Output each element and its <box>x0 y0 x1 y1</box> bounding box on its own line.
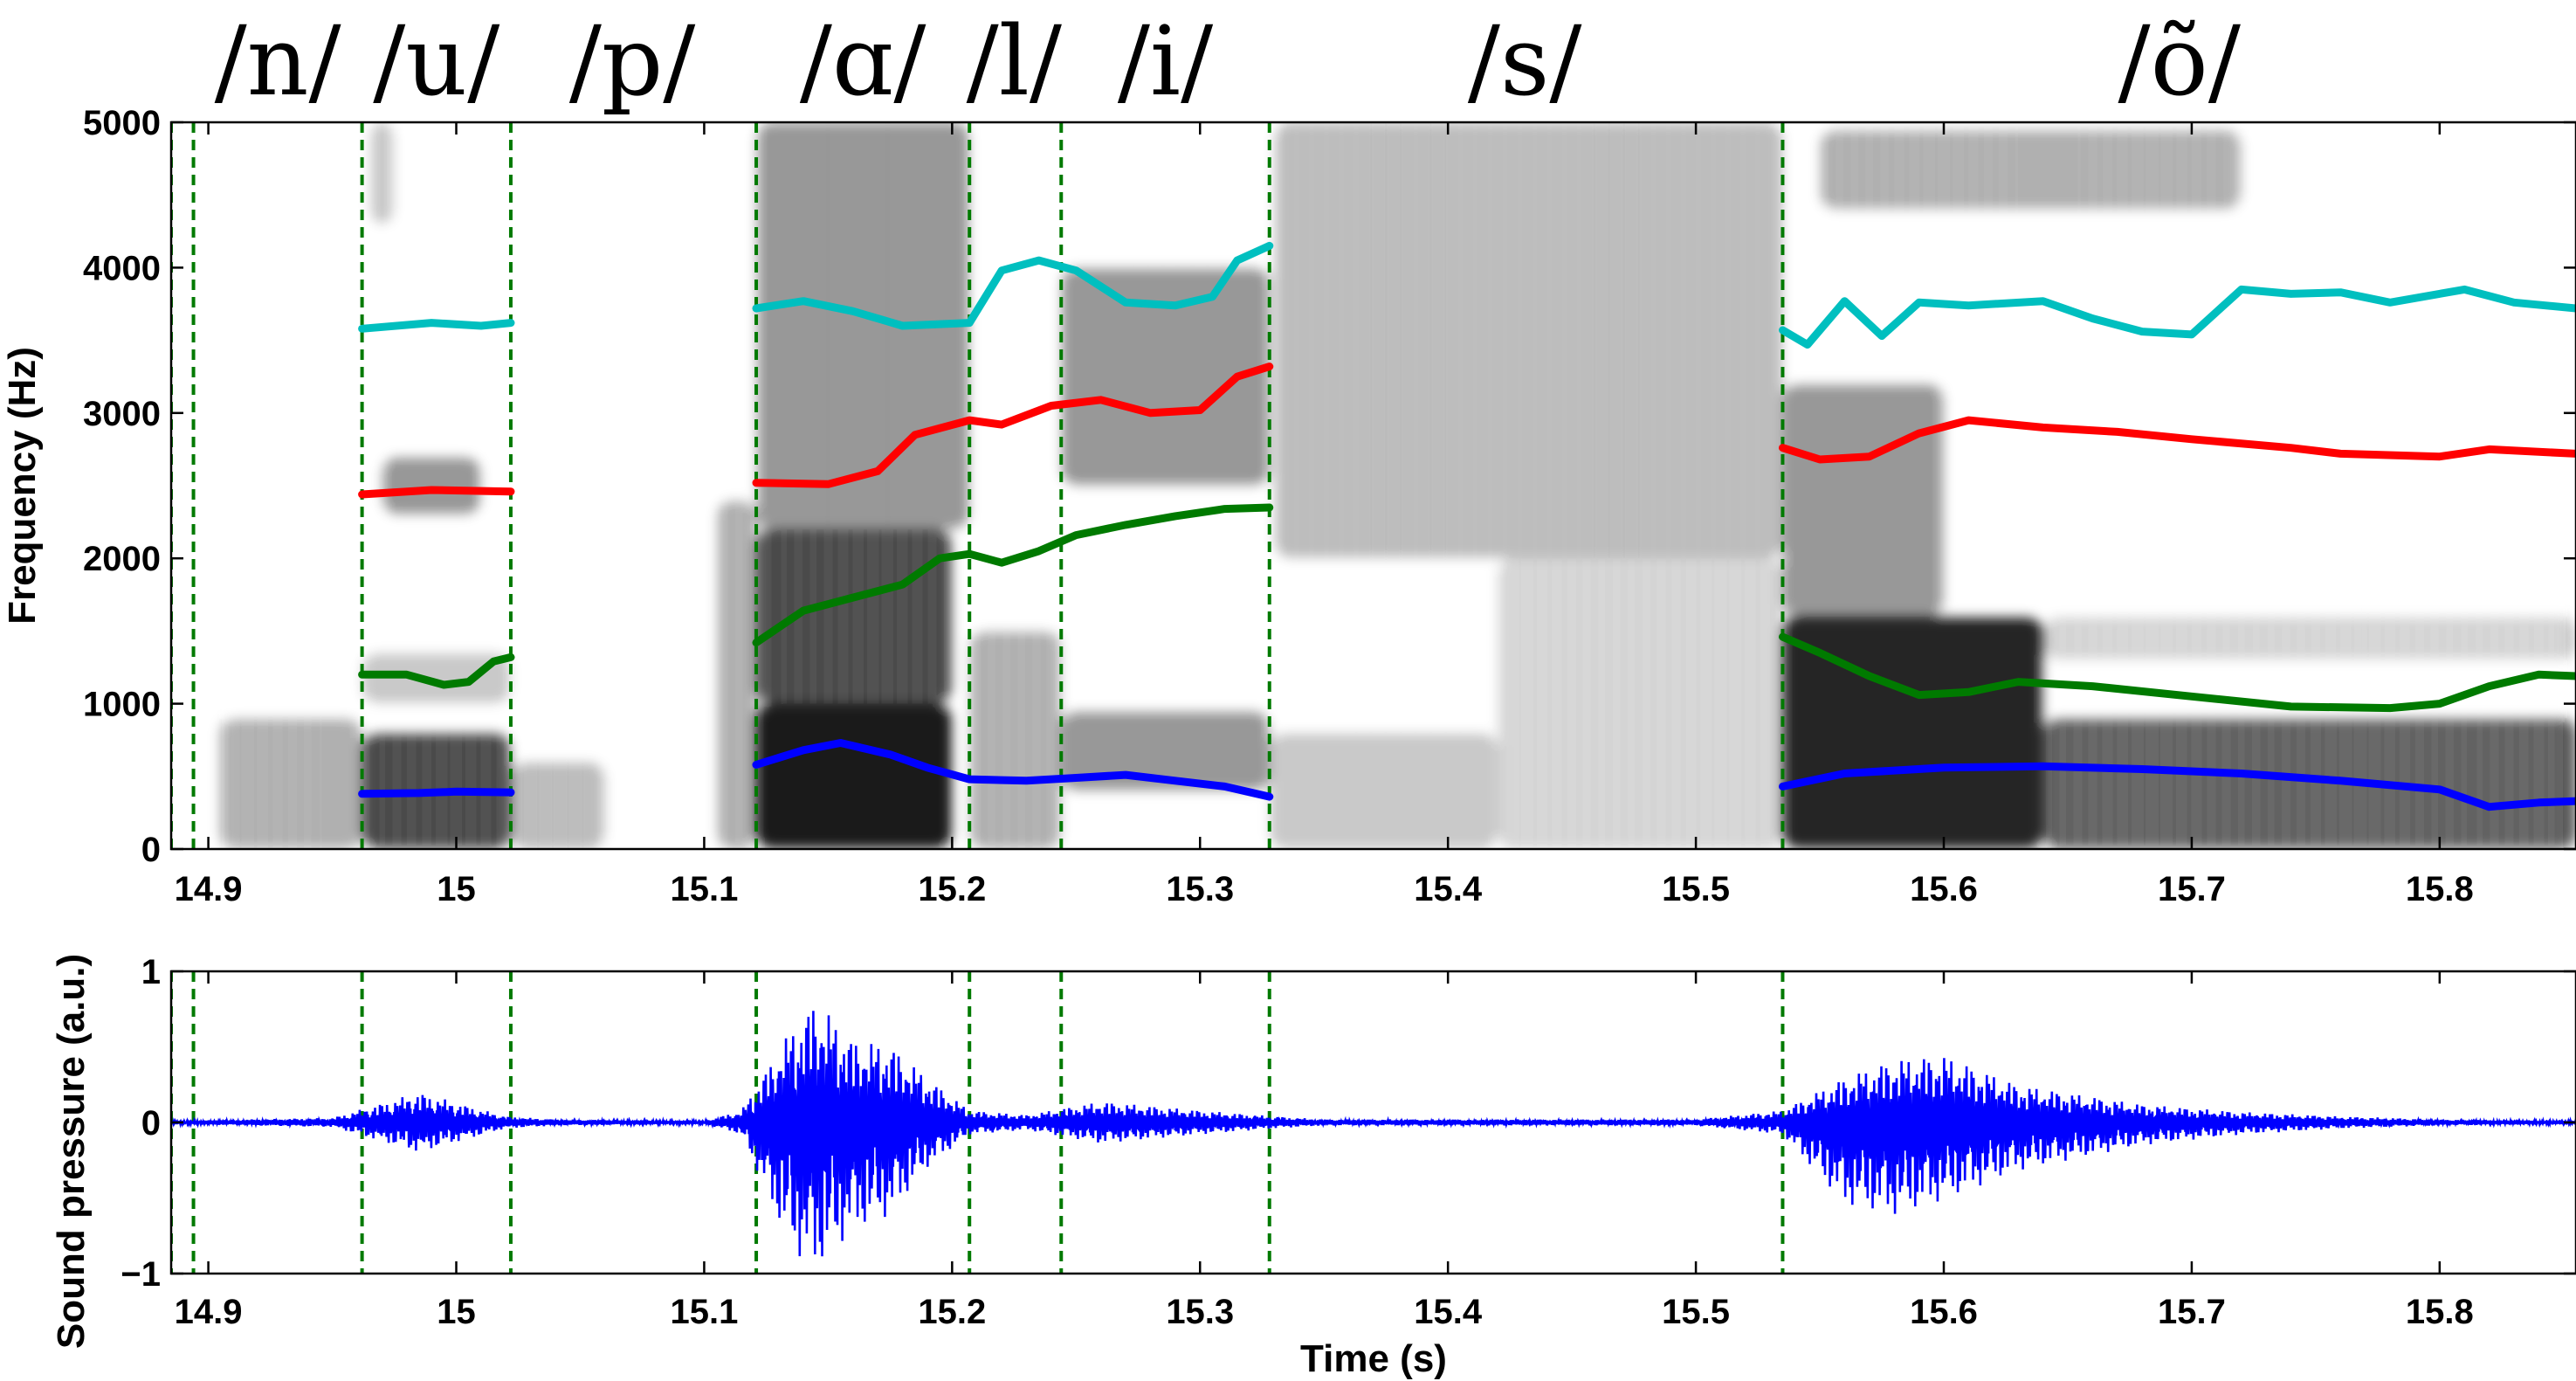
intensity-region <box>1061 710 1270 791</box>
intensity-region <box>716 500 757 849</box>
intensity-region <box>2042 718 2576 849</box>
intensity-region <box>1782 383 1945 617</box>
spectrogram-frame <box>169 121 2576 851</box>
phoneme-label: /p/ <box>569 5 696 117</box>
formant-track <box>358 319 515 333</box>
x-tick-label: 15.7 <box>2158 1293 2226 1331</box>
phoneme-label: /i/ <box>1118 5 1214 117</box>
waveform-signal <box>171 1011 2576 1257</box>
formant-track <box>752 241 1274 330</box>
x-tick-label: 15.6 <box>1910 870 1978 908</box>
formant-track <box>1779 632 2576 713</box>
x-tick-label: 14.9 <box>175 1293 243 1331</box>
formant-tracks <box>358 241 2576 811</box>
waveform-ticks: 14.9 15 15.1 15.2 15.3 15.4 15.5 15.6 15.7 15.8 −1… <box>121 953 2576 1331</box>
spectrogram-panel: 14.9 15 15.1 15.2 15.3 15.4 15.5 15.6 15.7 15.8 0 1… <box>1 104 2576 908</box>
intensity-region <box>510 762 605 849</box>
intensity-region <box>1269 732 1498 849</box>
x-tick-label: 15.5 <box>1662 1293 1730 1331</box>
intensity-region <box>969 631 1062 849</box>
intensity-region <box>362 653 511 704</box>
formant-track <box>358 486 515 499</box>
phoneme-labels: /n/ /u/ /p/ /ɑ/ /l/ /i/ /s/ /õ/ <box>215 5 2242 117</box>
x-tick-label: 15.4 <box>1414 870 1483 908</box>
intensity-region <box>756 528 953 704</box>
y-tick-label: 2000 <box>83 540 161 578</box>
intensity-region <box>756 703 953 849</box>
phoneme-label: /l/ <box>967 5 1063 117</box>
intensity-region <box>2042 616 2576 660</box>
y-tick-label: 3000 <box>83 395 161 433</box>
x-tick-label: 15.7 <box>2158 870 2226 908</box>
waveform-y-axis-label: Sound pressure (a.u.) <box>50 954 93 1349</box>
waveform-line <box>171 1011 2576 1257</box>
spectrogram-intensity <box>220 122 2576 849</box>
spectrogram-y-axis-label: Frequency (Hz) <box>1 347 44 625</box>
phoneme-label: /s/ <box>1468 5 1583 117</box>
y-tick-label: 1 <box>141 953 161 991</box>
phoneme-label: /n/ <box>215 5 342 117</box>
phoneme-label: /u/ <box>373 5 500 117</box>
formant-track <box>1779 285 2576 349</box>
intensity-region <box>1497 558 1783 849</box>
y-tick-label: 5000 <box>83 104 161 142</box>
x-tick-label: 15.5 <box>1662 870 1730 908</box>
formant-track <box>752 363 1274 488</box>
x-tick-label: 15.2 <box>918 870 986 908</box>
x-tick-label: 15.8 <box>2406 1293 2474 1331</box>
phoneme-label: /õ/ <box>2118 5 2242 117</box>
x-tick-label: 15 <box>437 1293 476 1331</box>
x-tick-label: 15.2 <box>918 1293 986 1331</box>
intensity-region <box>1061 267 1270 486</box>
x-tick-label: 15.3 <box>1166 1293 1234 1331</box>
y-tick-label: −1 <box>121 1255 161 1294</box>
x-tick-label: 15.4 <box>1414 1293 1483 1331</box>
formant-track <box>358 653 515 689</box>
x-tick-label: 15.8 <box>2406 870 2474 908</box>
y-tick-label: 0 <box>141 831 161 869</box>
waveform-boundaries <box>171 971 1785 1274</box>
phoneme-label: /ɑ/ <box>800 5 926 117</box>
x-tick-label: 15.1 <box>670 870 738 908</box>
y-tick-label: 1000 <box>83 686 161 724</box>
spectrogram-ticks: 14.9 15 15.1 15.2 15.3 15.4 15.5 15.6 15.7 15.8 0 1… <box>83 104 2576 908</box>
formant-track <box>1779 416 2576 464</box>
x-tick-label: 15.3 <box>1166 870 1234 908</box>
formant-track <box>358 787 515 798</box>
x-tick-label: 15.1 <box>670 1293 738 1331</box>
y-tick-label: 4000 <box>83 249 161 287</box>
y-tick-label: 0 <box>141 1104 161 1143</box>
x-tick-label: 15.6 <box>1910 1293 1978 1331</box>
formant-track <box>752 739 1274 801</box>
formant-track <box>1779 762 2576 811</box>
x-axis-label: Time (s) <box>1300 1337 1447 1380</box>
formant-track <box>752 503 1274 647</box>
x-tick-label: 14.9 <box>175 870 243 908</box>
x-tick-label: 15 <box>437 870 476 908</box>
waveform-panel: 14.9 15 15.1 15.2 15.3 15.4 15.5 15.6 15.7 15.8 −1… <box>50 953 2576 1380</box>
